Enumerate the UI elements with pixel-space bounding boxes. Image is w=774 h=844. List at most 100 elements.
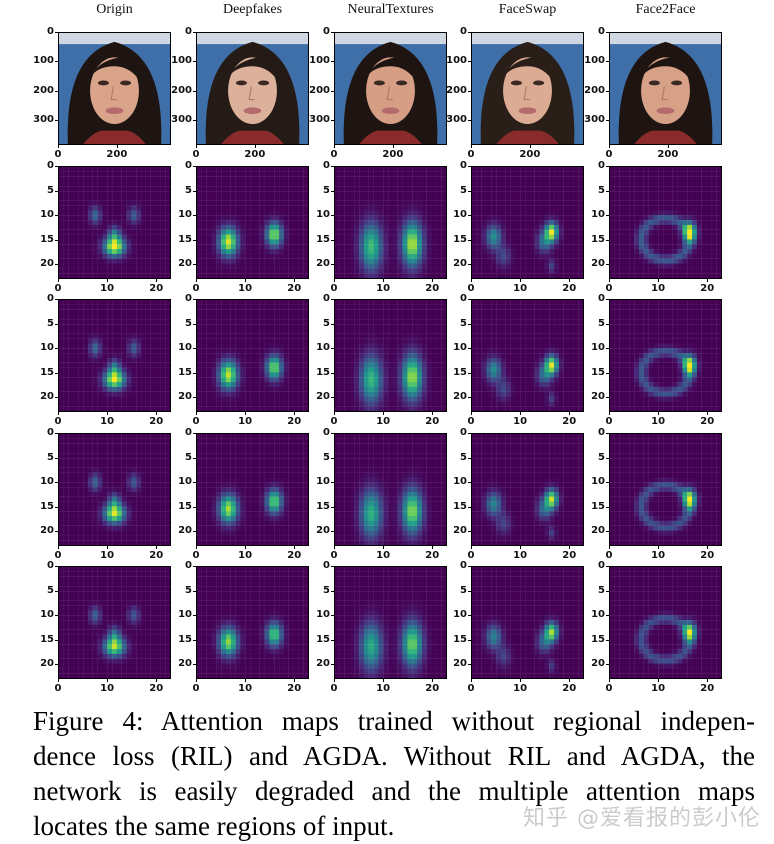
heatmap-cell <box>535 372 540 377</box>
heatmap-cell <box>678 235 683 240</box>
heatmap-cell <box>279 314 284 319</box>
heatmap-cell <box>393 244 398 249</box>
y-tick-label: 15 <box>437 235 467 245</box>
heatmap-cell <box>398 305 403 310</box>
heatmap-cell <box>59 353 64 358</box>
heatmap-cell <box>279 401 284 406</box>
heatmap-cell <box>349 268 354 273</box>
x-tick-label: 200 <box>240 150 270 160</box>
heatmap-cell <box>269 206 274 211</box>
heatmap-cell <box>383 300 388 305</box>
heatmap-cell <box>383 382 388 387</box>
heatmap-cell <box>530 191 535 196</box>
heatmap-cell <box>141 268 146 273</box>
heatmap-cell <box>359 334 364 339</box>
heatmap-cell <box>383 230 388 235</box>
heatmap-cell <box>127 300 132 305</box>
heatmap-cell <box>83 329 88 334</box>
heatmap-cell <box>59 206 64 211</box>
heatmap-cell <box>624 268 629 273</box>
heatmap-cell <box>151 324 156 329</box>
heatmap-cell <box>378 235 383 240</box>
heatmap-cell <box>407 363 412 368</box>
heatmap-cell <box>702 206 707 211</box>
heatmap-cell <box>197 201 202 206</box>
heatmap-cell <box>64 273 69 278</box>
heatmap-cell <box>716 244 721 249</box>
heatmap-cell <box>83 259 88 264</box>
heatmap-cell <box>412 382 417 387</box>
heatmap-cell <box>289 305 294 310</box>
heatmap-cell <box>260 358 265 363</box>
heatmap-cell <box>207 254 212 259</box>
heatmap-cell <box>525 372 530 377</box>
heatmap-cell <box>93 324 98 329</box>
heatmap-cell <box>501 220 506 225</box>
heatmap-cell <box>692 177 697 182</box>
heatmap-cell <box>412 314 417 319</box>
heatmap-cell <box>202 329 207 334</box>
heatmap-cell <box>88 181 93 186</box>
heatmap-cell <box>240 339 245 344</box>
heatmap-cell <box>525 305 530 310</box>
heatmap-cell <box>673 259 678 264</box>
heatmap-cell <box>472 392 477 397</box>
heatmap-cell <box>197 273 202 278</box>
heatmap-cell <box>141 363 146 368</box>
heatmap-cell <box>472 268 477 273</box>
heatmap-cell <box>369 259 374 264</box>
heatmap-cell <box>658 181 663 186</box>
heatmap-cell <box>269 353 274 358</box>
heatmap-cell <box>73 392 78 397</box>
heatmap-cell <box>216 177 221 182</box>
heatmap-cell <box>417 259 422 264</box>
heatmap-cell <box>236 329 241 334</box>
heatmap-cell <box>629 210 634 215</box>
heatmap-cell <box>530 259 535 264</box>
heatmap-cell <box>388 305 393 310</box>
heatmap-cell <box>544 201 549 206</box>
heatmap-cell <box>482 305 487 310</box>
heatmap-cell <box>284 334 289 339</box>
heatmap-cell <box>530 358 535 363</box>
heatmap-cell <box>501 196 506 201</box>
heatmap-cell <box>412 259 417 264</box>
heatmap-cell <box>378 268 383 273</box>
heatmap-cell <box>255 329 260 334</box>
heatmap-cell <box>73 363 78 368</box>
heatmap-cell <box>417 273 422 278</box>
y-tick-mark <box>606 166 609 167</box>
heatmap-cell <box>535 339 540 344</box>
heatmap-cell <box>407 382 412 387</box>
heatmap-cell <box>422 249 427 254</box>
heatmap-cell <box>289 230 294 235</box>
heatmap-cell <box>644 172 649 177</box>
heatmap-cell <box>122 339 127 344</box>
heatmap-cell <box>398 273 403 278</box>
heatmap-cell <box>359 268 364 273</box>
heatmap-cell <box>64 353 69 358</box>
heatmap-cell <box>569 314 574 319</box>
heatmap-cell <box>354 268 359 273</box>
heatmap-cell <box>506 244 511 249</box>
heatmap-cell <box>141 387 146 392</box>
heatmap-cell <box>436 387 441 392</box>
heatmap-cell <box>472 319 477 324</box>
heatmap-cell <box>294 167 299 172</box>
heatmap-cell <box>477 230 482 235</box>
heatmap-cell <box>207 215 212 220</box>
heatmap-cell <box>221 181 226 186</box>
heatmap-cell <box>279 343 284 348</box>
heatmap-cell <box>520 343 525 348</box>
heatmap-cell <box>127 201 132 206</box>
heatmap-cell <box>64 206 69 211</box>
heatmap-cell <box>486 334 491 339</box>
heatmap-cell <box>649 254 654 259</box>
heatmap-cell <box>525 319 530 324</box>
heatmap-cell <box>335 259 340 264</box>
heatmap-cell <box>131 249 136 254</box>
heatmap-cell <box>83 368 88 373</box>
y-tick-label: 10 <box>24 343 54 353</box>
heatmap-cell <box>274 300 279 305</box>
heatmap-cell <box>559 259 564 264</box>
